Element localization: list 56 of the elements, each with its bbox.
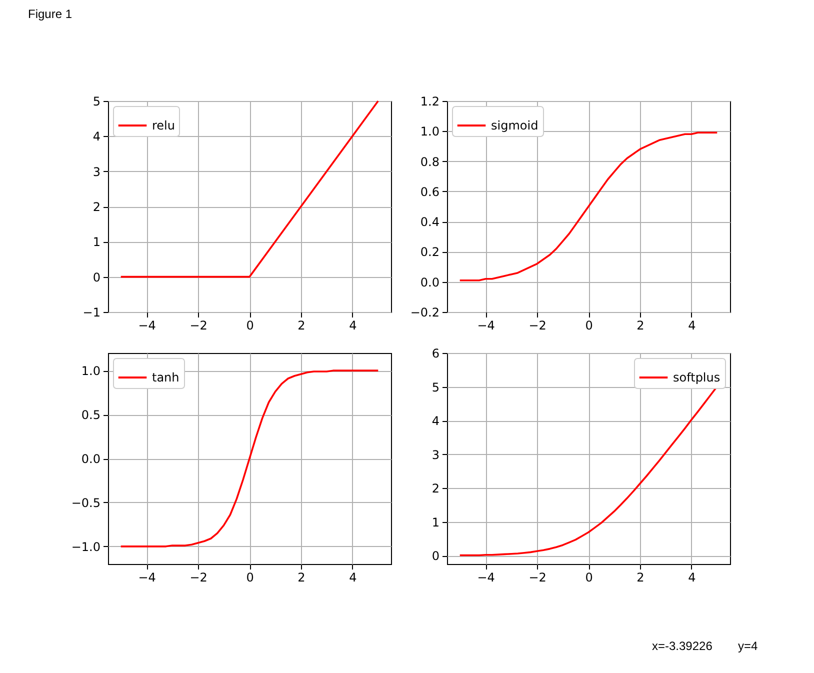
y-tick-label: 5 (92, 94, 100, 108)
x-tick-label: 0 (246, 570, 254, 584)
x-tick-label: −2 (190, 318, 208, 332)
x-tick-label: 4 (688, 570, 696, 584)
y-tick-label: 1 (92, 235, 100, 250)
x-tick-label: −2 (528, 318, 546, 332)
y-tick-label: 5 (432, 380, 440, 394)
x-tick-label: 0 (585, 570, 593, 584)
x-tick-label: −4 (138, 570, 156, 584)
y-tick-label: −0.2 (410, 306, 440, 320)
x-tick-label: 2 (298, 570, 306, 584)
y-tick-label: −1.0 (71, 540, 100, 554)
x-tick-label: 4 (349, 570, 357, 584)
legend-label: softplus (673, 370, 720, 384)
x-tick-label: 2 (298, 318, 306, 332)
x-tick-label: −4 (477, 318, 495, 332)
legend-label: relu (152, 118, 175, 132)
x-tick-label: −2 (190, 570, 208, 584)
y-tick-label: 0.8 (420, 154, 440, 169)
x-tick-label: 0 (246, 318, 254, 332)
y-tick-label: 0.6 (420, 184, 440, 199)
x-tick-label: −2 (528, 570, 546, 584)
y-tick-label: 0.2 (420, 245, 440, 260)
text: y=4 (738, 639, 758, 653)
y-tick-label: 1.2 (420, 94, 440, 108)
y-tick-label: 3 (92, 164, 100, 179)
y-tick-label: 2 (432, 482, 440, 496)
y-tick-label: 0.0 (420, 275, 440, 290)
y-tick-label: 1.0 (81, 364, 100, 378)
x-tick-label: 0 (585, 318, 593, 332)
y-tick-label: 3 (432, 448, 440, 462)
y-tick-label: 4 (432, 414, 440, 428)
legend-label: tanh (152, 370, 180, 384)
y-tick-label: 0.0 (81, 452, 100, 466)
x-tick-label: 2 (636, 570, 644, 584)
line-series (458, 132, 718, 282)
y-tick-label: −0.5 (71, 496, 100, 510)
y-tick-label: 0.4 (420, 215, 440, 230)
text: x=-3.39226 (652, 639, 713, 653)
y-tick-label: 0.5 (81, 408, 100, 422)
x-tick-label: 2 (636, 318, 644, 332)
x-tick-label: 4 (688, 318, 696, 332)
text: Figure 1 (28, 7, 72, 21)
y-tick-label: 1 (432, 515, 440, 530)
x-tick-label: 4 (349, 318, 357, 332)
y-tick-label: 0 (432, 549, 440, 564)
y-tick-label: −1 (82, 306, 100, 320)
y-tick-label: 1.0 (420, 124, 440, 139)
legend-label: sigmoid (491, 118, 538, 132)
line-series (120, 370, 380, 548)
x-tick-label: −4 (477, 570, 495, 584)
x-tick-label: −4 (138, 318, 156, 332)
y-tick-label: 4 (92, 130, 100, 144)
y-tick-label: 6 (432, 346, 440, 360)
y-tick-label: 2 (92, 200, 100, 214)
y-tick-label: 0 (92, 270, 100, 284)
